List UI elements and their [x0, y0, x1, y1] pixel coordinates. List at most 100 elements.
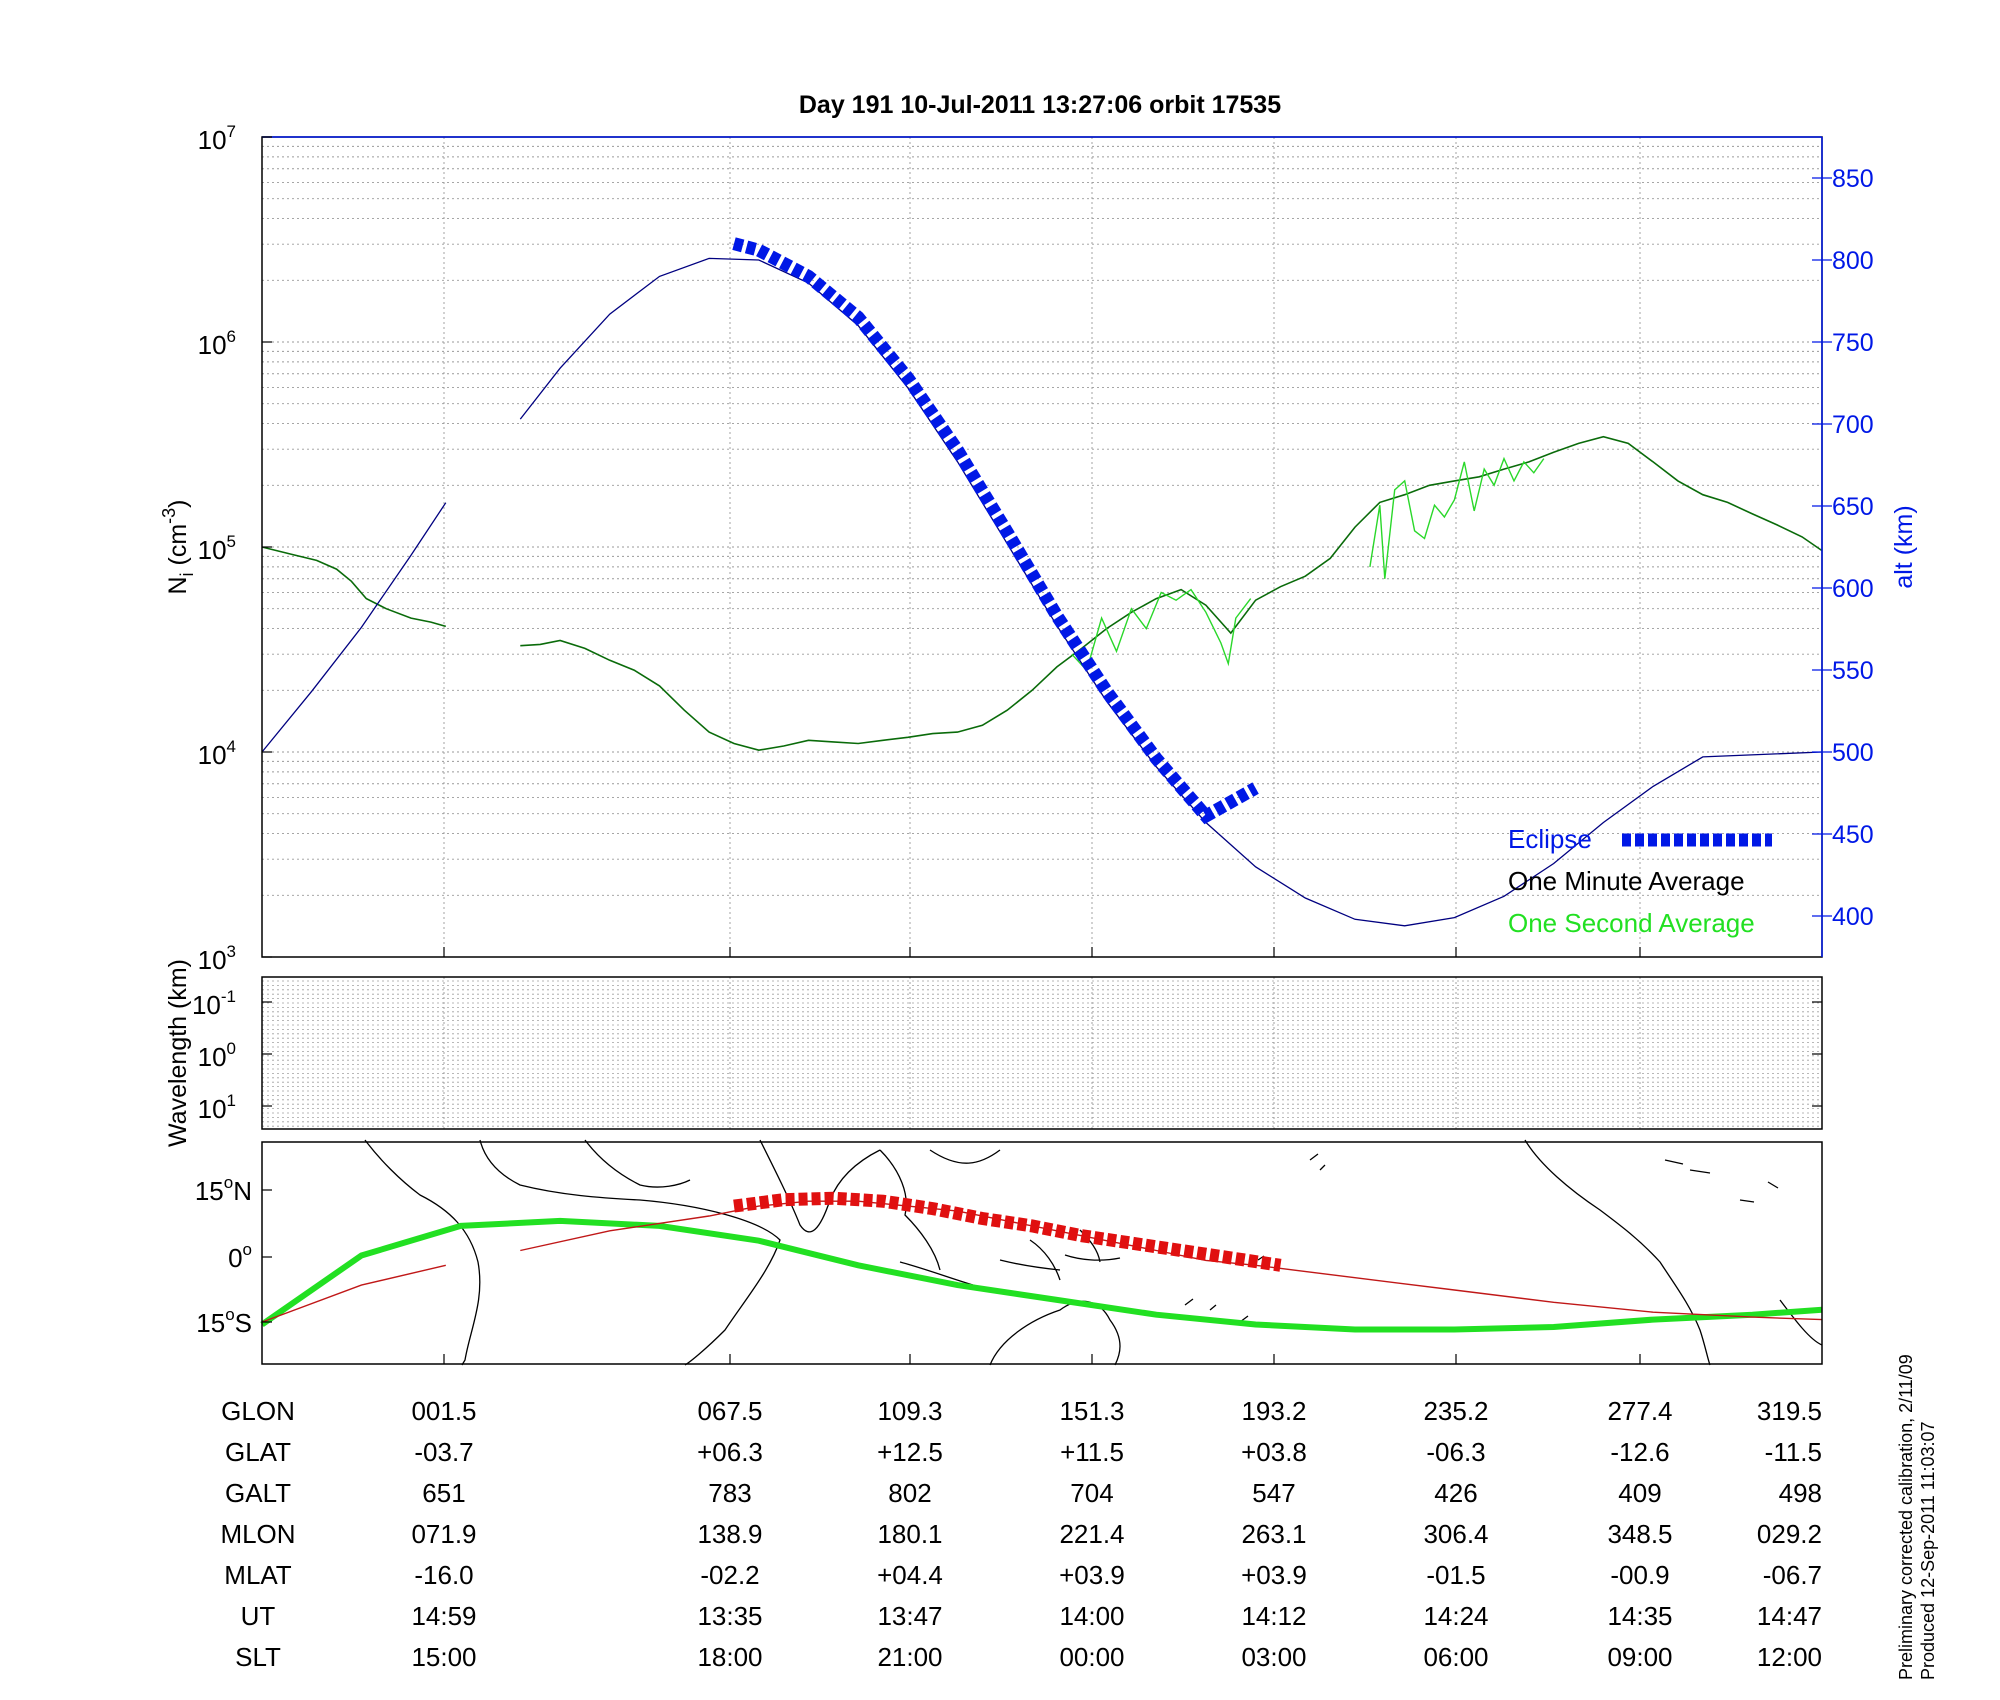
- altitude-ticks: 400 450 500 550 600 650 700 750 800 850: [1812, 165, 1874, 931]
- density-axis-label: Ni (cm-3): [159, 499, 197, 594]
- density-axis-label-sup: -3: [159, 508, 179, 524]
- density-y-ticks: 103 104 105 106 107: [198, 122, 272, 975]
- density-y-tick-label: 103: [198, 942, 236, 975]
- table-cell: 277.4: [1607, 1396, 1672, 1426]
- table-cell: 18:00: [697, 1642, 762, 1672]
- table-cell: -03.7: [414, 1437, 473, 1467]
- table-cell: +03.9: [1059, 1560, 1125, 1590]
- orbit-track-line: [520, 1200, 1823, 1321]
- table-cell: +03.9: [1241, 1560, 1307, 1590]
- altitude-tick-label: 600: [1832, 575, 1874, 603]
- ni-minute-line: [261, 546, 447, 628]
- table-cell: -02.2: [700, 1560, 759, 1590]
- table-cell: 14:59: [411, 1601, 476, 1631]
- altitude-tick-label: 800: [1832, 247, 1874, 275]
- wavelength-axis-label: Wavelength (km): [164, 959, 192, 1147]
- wavelength-panel: 10-1 100 101 Wavelength (km): [164, 959, 1823, 1147]
- table-cell: 14:47: [1757, 1601, 1822, 1631]
- wavelength-plot-frame: [261, 976, 1823, 1130]
- eclipse-line: [732, 237, 1259, 825]
- density-y-tick-label: 104: [198, 737, 236, 770]
- table-row-label: GALT: [225, 1478, 291, 1508]
- table-cell: 21:00: [877, 1642, 942, 1672]
- table-cell: 029.2: [1757, 1519, 1822, 1549]
- table-cell: 802: [888, 1478, 931, 1508]
- table-cell: 221.4: [1059, 1519, 1124, 1549]
- table-cell: 547: [1252, 1478, 1295, 1508]
- table-cell: 235.2: [1423, 1396, 1488, 1426]
- footnote-produced: Produced 12-Sep-2011 11:03:07: [1918, 1421, 1938, 1680]
- table-cell: 13:47: [877, 1601, 942, 1631]
- table-cell: 06:00: [1423, 1642, 1488, 1672]
- altitude-line: [519, 257, 1823, 927]
- map-y-tick-label: 15oS: [196, 1305, 252, 1338]
- table-row-label: GLAT: [225, 1437, 291, 1467]
- coastline-pacific-islands: [1184, 1153, 1326, 1323]
- table-cell: -12.6: [1610, 1437, 1669, 1467]
- table-cell: 071.9: [411, 1519, 476, 1549]
- table-cell: 138.9: [697, 1519, 762, 1549]
- wavelength-y-tick-label: 10-1: [192, 987, 236, 1020]
- coastline-india: [759, 1139, 881, 1233]
- table-cell: 704: [1070, 1478, 1113, 1508]
- density-axis-label-base: N: [164, 576, 192, 594]
- table-row-label: UT: [241, 1601, 276, 1631]
- altitude-tick-label: 500: [1832, 739, 1874, 767]
- table-cell: -06.3: [1426, 1437, 1485, 1467]
- table-cell: +04.4: [877, 1560, 943, 1590]
- coastline-outlines: [364, 1139, 1823, 1366]
- coastline-se-asia: [879, 1149, 1001, 1271]
- orbit-track-line: [261, 1264, 446, 1323]
- table-cell: +06.3: [697, 1437, 763, 1467]
- map-y-tick-label: 15oN: [195, 1173, 252, 1206]
- ni-second-line: [1369, 456, 1545, 579]
- wavelength-grid: [262, 977, 1822, 1129]
- table-cell: -00.9: [1610, 1560, 1669, 1590]
- legend-second-label: One Second Average: [1508, 908, 1755, 938]
- table-cell: +03.8: [1241, 1437, 1307, 1467]
- table-cell: 409: [1618, 1478, 1661, 1508]
- magnetic-equator-line: [260, 1217, 1823, 1333]
- map-tracks: [260, 1191, 1823, 1333]
- density-axis-label-sub: i: [177, 572, 197, 576]
- wavelength-y-ticks: 10-1 100 101: [192, 987, 1822, 1124]
- ephemeris-table: GLON 001.5 067.5 109.3 151.3 193.2 235.2 277.4 3…: [220, 1396, 1822, 1672]
- table-cell: 13:35: [697, 1601, 762, 1631]
- legend-eclipse-label: Eclipse: [1508, 824, 1592, 854]
- map-y-ticks: 15oN 0o 15oS: [195, 1173, 1641, 1364]
- table-cell: 12:00: [1757, 1642, 1822, 1672]
- ni-second-line: [1071, 588, 1252, 672]
- table-cell: 00:00: [1059, 1642, 1124, 1672]
- table-cell: 09:00: [1607, 1642, 1672, 1672]
- eclipse-track-line: [733, 1191, 1282, 1272]
- table-cell: 263.1: [1241, 1519, 1306, 1549]
- table-cell: -06.7: [1763, 1560, 1822, 1590]
- chart-title: Day 191 10-Jul-2011 13:27:06 orbit 17535: [799, 91, 1281, 119]
- altitude-tick-label: 850: [1832, 165, 1874, 193]
- map-panel: 15oN 0o 15oS: [195, 1139, 1823, 1366]
- map-plot-frame: [261, 1141, 1823, 1365]
- table-cell: +12.5: [877, 1437, 943, 1467]
- table-cell: +11.5: [1060, 1437, 1124, 1467]
- wavelength-y-tick-label: 101: [198, 1091, 236, 1124]
- altitude-axis-label: alt (km): [1890, 505, 1918, 588]
- table-cell: -16.0: [414, 1560, 473, 1590]
- density-axis-label-close: ): [164, 499, 192, 507]
- table-cell: 193.2: [1241, 1396, 1306, 1426]
- altitude-tick-label: 650: [1832, 493, 1874, 521]
- table-cell: 306.4: [1423, 1519, 1488, 1549]
- table-cell: 426: [1434, 1478, 1477, 1508]
- coastline-australia: [989, 1300, 1121, 1366]
- density-y-tick-label: 107: [198, 122, 236, 155]
- map-y-tick-label: 0o: [228, 1240, 252, 1273]
- density-panel: 103 104 105 106 107 400 450 500 550 600 650 700 750…: [159, 122, 1918, 975]
- coastline-americas: [1524, 1139, 1823, 1366]
- table-row-label: SLT: [235, 1642, 281, 1672]
- coastline-arabia: [584, 1139, 691, 1188]
- altitude-line: [261, 502, 447, 753]
- ni-minute-line: [520, 435, 1823, 752]
- table-cell: 783: [708, 1478, 751, 1508]
- table-row-label: GLON: [221, 1396, 295, 1426]
- altitude-tick-label: 550: [1832, 657, 1874, 685]
